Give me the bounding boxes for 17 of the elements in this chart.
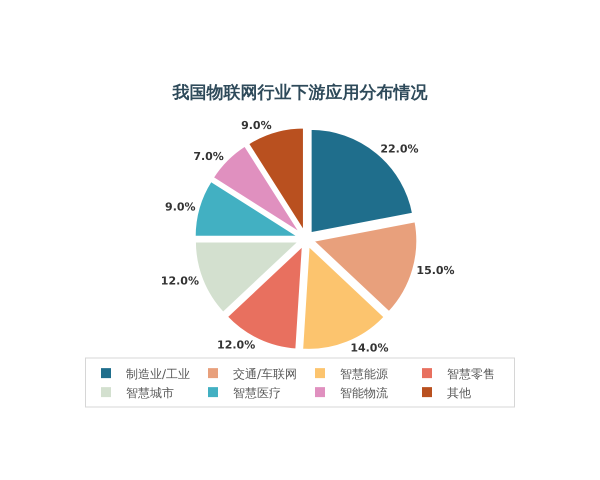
legend-label: 智慧医疗 [233, 386, 281, 400]
data-label: 9.0% [165, 200, 196, 214]
data-label: 12.0% [160, 274, 199, 288]
data-label: 15.0% [416, 264, 455, 277]
chart-title: 我国物联网行业下游应用分布情况 [172, 82, 428, 103]
legend-label: 智慧城市 [126, 386, 174, 400]
legend-label: 制造业/工业 [126, 366, 190, 381]
data-label: 22.0% [380, 142, 419, 156]
legend-label: 智能物流 [340, 386, 388, 400]
data-label: 9.0% [241, 119, 272, 132]
data-label: 12.0% [217, 338, 256, 352]
legend-label: 交通/车联网 [233, 366, 298, 381]
legend-label: 智慧能源 [340, 366, 388, 381]
legend-label: 其他 [447, 386, 471, 400]
legend-label: 智慧零售 [447, 366, 495, 381]
data-label: 14.0% [350, 342, 388, 355]
data-label: 7.0% [193, 150, 224, 164]
